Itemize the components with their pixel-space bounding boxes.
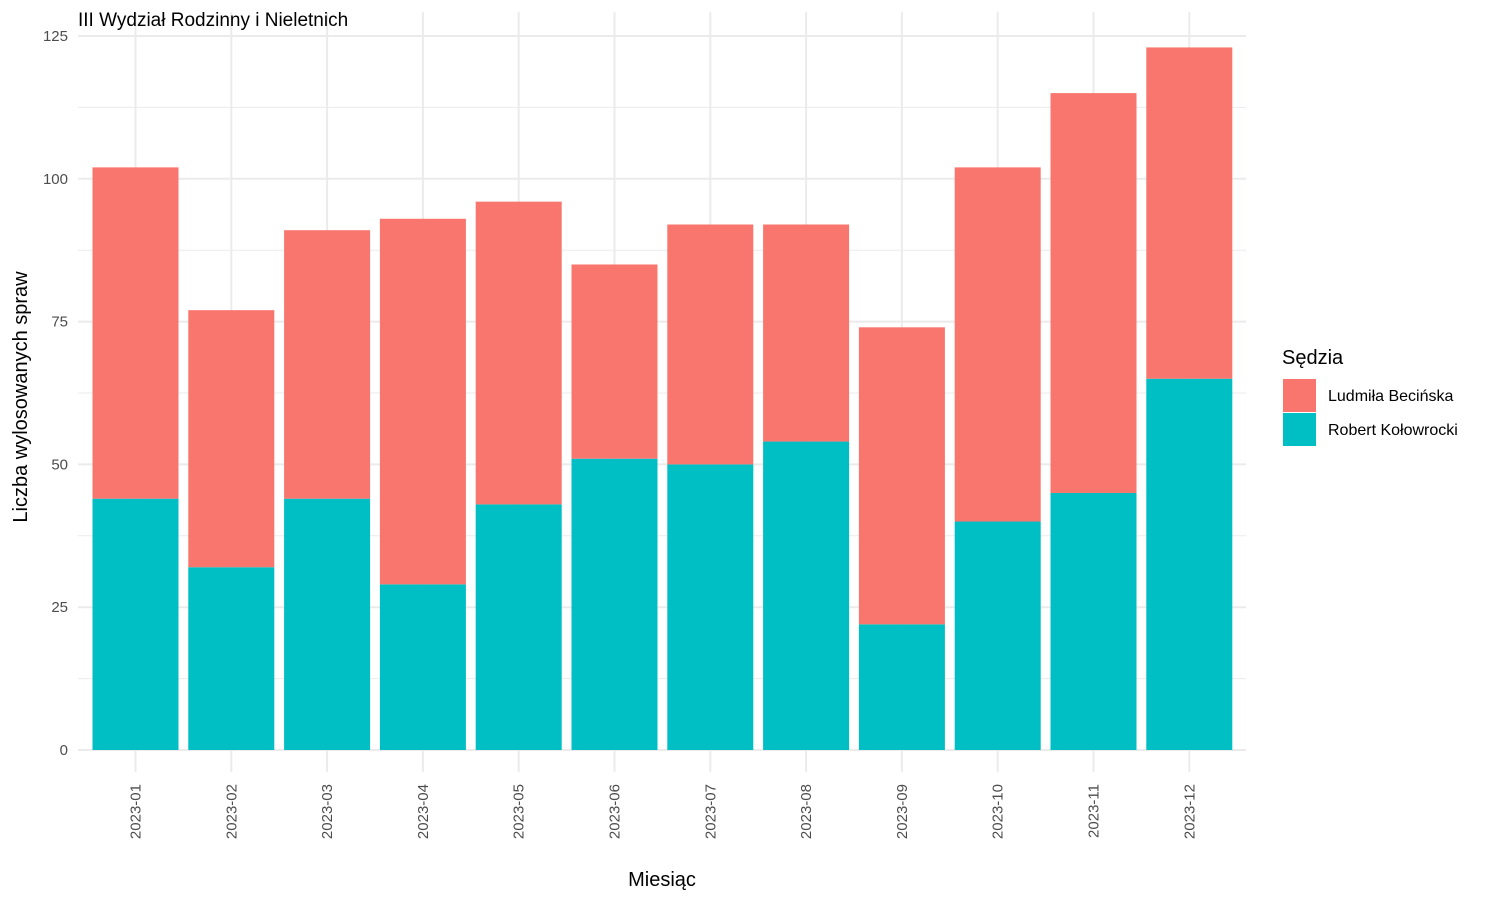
legend-label: Robert Kołowrocki <box>1328 422 1458 439</box>
y-tick-label: 25 <box>51 599 68 616</box>
bar-segment <box>763 224 850 442</box>
y-axis-ticks: 0 25 50 75 100 125 <box>43 28 68 759</box>
legend-label: Ludmiła Becińska <box>1328 388 1454 405</box>
y-tick-label: 0 <box>60 742 68 759</box>
x-tick-label: 2023-11 <box>1086 784 1103 838</box>
x-tick-label: 2023-07 <box>702 784 719 839</box>
x-tick-label: 2023-10 <box>990 784 1007 839</box>
bar-segment <box>379 218 466 585</box>
bar-segment <box>571 264 658 459</box>
bar-segment <box>284 230 371 499</box>
bar-segment <box>858 327 945 625</box>
bar-segment <box>188 567 275 750</box>
x-tick-label: 2023-06 <box>607 784 624 839</box>
bar-segment <box>92 167 179 499</box>
bars <box>92 47 1233 750</box>
bar-segment <box>92 498 179 750</box>
legend-title: Sędzia <box>1282 347 1344 369</box>
x-tick-label: 2023-05 <box>511 784 528 839</box>
x-tick-label: 2023-09 <box>894 784 911 839</box>
x-axis-ticks: 2023-01 2023-02 2023-03 2023-04 2023-05 2023-… <box>128 784 1199 839</box>
x-tick-label: 2023-04 <box>415 784 432 839</box>
x-tick-label: 2023-02 <box>223 784 240 839</box>
bar-segment <box>379 584 466 750</box>
y-axis-title: Liczba wylosowanych spraw <box>10 271 32 523</box>
legend: Sędzia Ludmiła Becińska Robert Kołowrocki <box>1282 347 1458 446</box>
bar-segment <box>1050 93 1137 493</box>
y-tick-label: 125 <box>43 28 68 45</box>
bar-segment <box>188 310 275 568</box>
x-tick-label: 2023-08 <box>798 784 815 839</box>
bar-segment <box>954 521 1041 750</box>
bar-segment <box>284 498 371 750</box>
y-tick-label: 100 <box>43 171 68 188</box>
bar-segment <box>1146 378 1233 750</box>
x-tick-label: 2023-12 <box>1181 784 1198 839</box>
bar-segment <box>571 458 658 750</box>
bar-segment <box>858 624 945 750</box>
y-tick-label: 75 <box>51 314 68 331</box>
bar-segment <box>475 504 562 750</box>
bar-segment <box>1050 492 1137 750</box>
legend-swatch <box>1283 379 1316 412</box>
y-tick-label: 50 <box>51 456 68 473</box>
chart-title: III Wydział Rodzinny i Nieletnich <box>78 10 348 31</box>
bar-segment <box>667 464 754 750</box>
x-tick-label: 2023-01 <box>128 784 145 839</box>
bar-segment <box>1146 47 1233 379</box>
bar-segment <box>763 441 850 750</box>
x-axis-title: Miesiąc <box>628 869 696 891</box>
legend-swatch <box>1283 413 1316 446</box>
bar-segment <box>954 167 1041 522</box>
bar-segment <box>667 224 754 465</box>
x-tick-label: 2023-03 <box>319 784 336 839</box>
bar-segment <box>475 201 562 505</box>
